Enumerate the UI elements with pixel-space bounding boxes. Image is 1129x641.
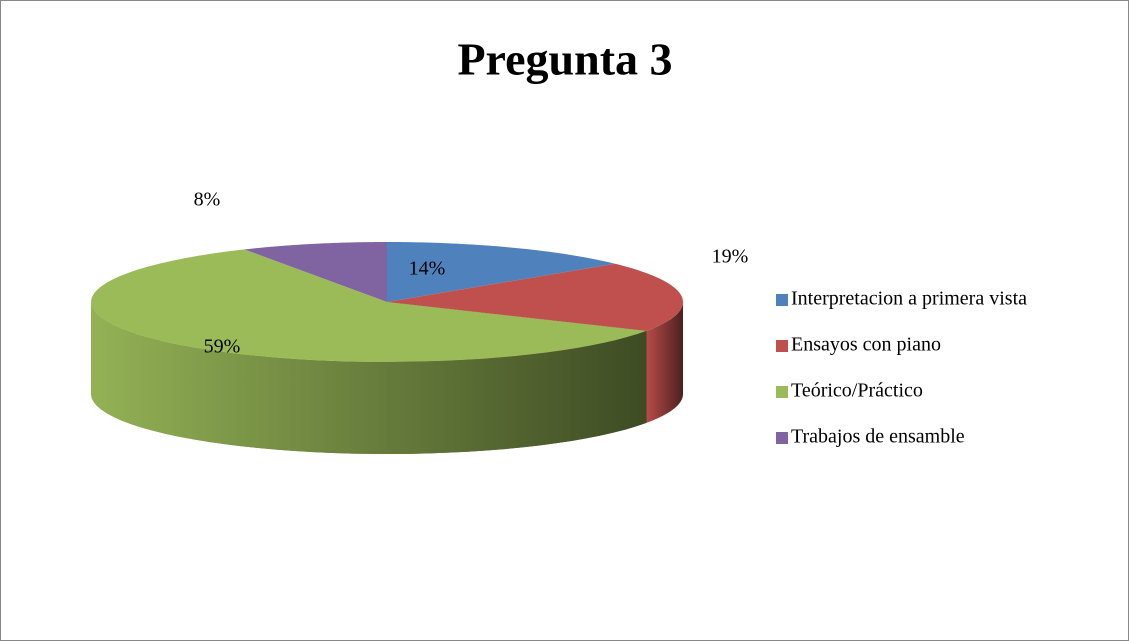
data-label: 8%: [194, 189, 221, 211]
legend-label: Teórico/Práctico: [791, 380, 923, 402]
pie-side: [91, 302, 647, 454]
data-label: 14%: [409, 258, 446, 280]
chart-title: Pregunta 3: [457, 34, 672, 85]
pie-slice: [244, 242, 387, 302]
legend-label: Ensayos con piano: [791, 334, 941, 356]
legend-swatch: [776, 294, 788, 306]
pie-slice: [387, 263, 683, 331]
legend-swatch: [776, 386, 788, 398]
legend-swatch: [776, 340, 788, 352]
pie-slice: [91, 249, 647, 362]
legend-swatch: [776, 432, 788, 444]
legend-label: Trabajos de ensamble: [791, 426, 965, 448]
data-label: 19%: [712, 246, 749, 268]
pie-slice: [387, 242, 616, 302]
data-label: 59%: [204, 336, 241, 358]
legend-label: Interpretacion a primera vista: [791, 288, 1027, 310]
pie-side: [646, 302, 683, 423]
